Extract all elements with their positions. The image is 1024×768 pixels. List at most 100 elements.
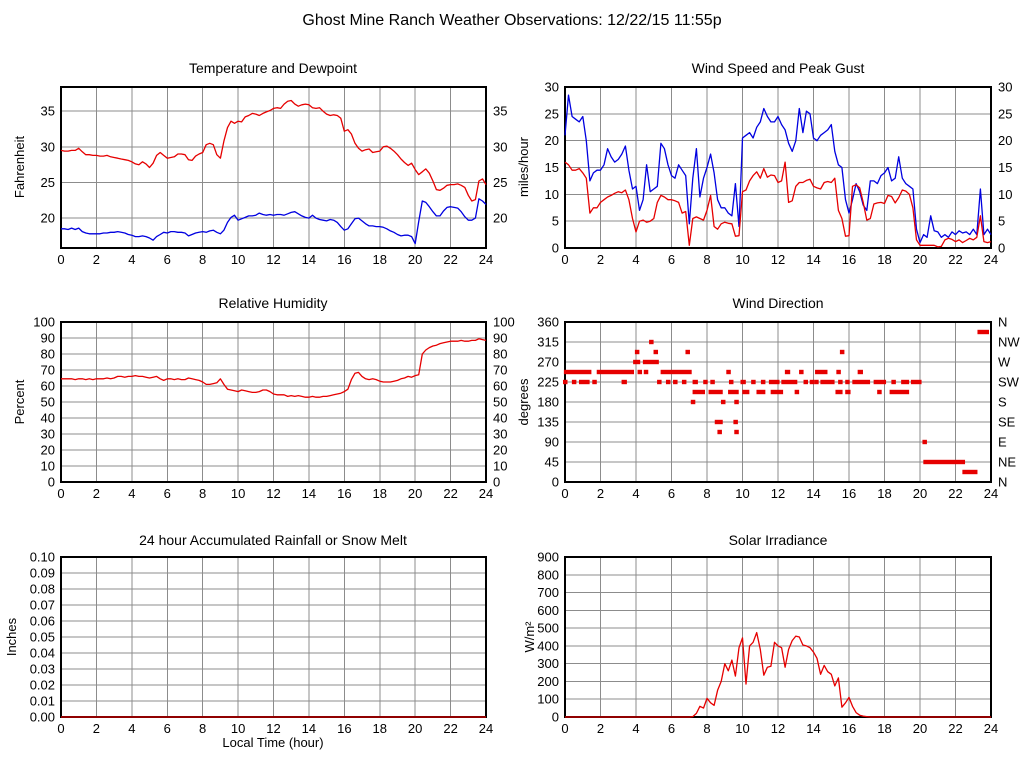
svg-text:0.02: 0.02	[30, 678, 55, 693]
svg-text:24: 24	[479, 721, 493, 736]
svg-text:0: 0	[57, 252, 64, 267]
svg-text:0: 0	[998, 241, 1005, 256]
svg-text:20: 20	[408, 252, 422, 267]
plot-border	[564, 86, 992, 249]
svg-text:700: 700	[537, 585, 559, 600]
svg-text:60: 60	[41, 379, 55, 394]
svg-text:900: 900	[537, 550, 559, 565]
series-temperature	[60, 99, 487, 202]
y-axis-label-percent: Percent	[12, 379, 27, 424]
svg-text:35: 35	[493, 104, 507, 119]
svg-text:25: 25	[41, 175, 55, 190]
plot-border	[564, 321, 992, 483]
svg-text:800: 800	[537, 567, 559, 582]
svg-text:12: 12	[771, 486, 785, 501]
svg-text:4: 4	[128, 252, 135, 267]
svg-text:0.09: 0.09	[30, 566, 55, 581]
svg-text:80: 80	[493, 347, 507, 362]
svg-text:20: 20	[408, 721, 422, 736]
svg-text:12: 12	[266, 252, 280, 267]
svg-text:0: 0	[561, 721, 568, 736]
svg-text:135: 135	[537, 415, 559, 430]
svg-text:25: 25	[545, 106, 559, 121]
axis-tick-labels: 0 2 4 6 8 10 12 14 16 18 20 22 240100200300400500600…	[537, 550, 998, 737]
svg-text:270: 270	[537, 355, 559, 370]
svg-text:W: W	[998, 355, 1011, 370]
svg-text:25: 25	[493, 175, 507, 190]
svg-text:20: 20	[913, 486, 927, 501]
svg-text:6: 6	[164, 252, 171, 267]
svg-text:0: 0	[57, 486, 64, 501]
grid-lines	[564, 556, 992, 718]
svg-text:10: 10	[231, 252, 245, 267]
chart-title-temperature-dewpoint: Temperature and Dewpoint	[189, 60, 357, 76]
y-axis-label-degrees: degrees	[516, 378, 531, 425]
svg-text:225: 225	[537, 375, 559, 390]
svg-text:24: 24	[984, 721, 998, 736]
svg-text:4: 4	[632, 721, 639, 736]
svg-text:14: 14	[302, 486, 316, 501]
svg-text:5: 5	[552, 214, 559, 229]
chart-title-relative-humidity: Relative Humidity	[219, 295, 328, 311]
svg-text:16: 16	[337, 486, 351, 501]
svg-text:20: 20	[41, 443, 55, 458]
svg-text:500: 500	[537, 621, 559, 636]
svg-text:6: 6	[668, 721, 675, 736]
svg-text:18: 18	[877, 721, 891, 736]
svg-text:0: 0	[57, 721, 64, 736]
svg-text:14: 14	[302, 252, 316, 267]
svg-text:N: N	[998, 315, 1007, 330]
svg-text:24: 24	[479, 486, 493, 501]
series-dewpoint	[61, 198, 487, 245]
svg-text:10: 10	[998, 187, 1012, 202]
plot-border	[60, 86, 487, 249]
svg-text:300: 300	[537, 656, 559, 671]
svg-text:10: 10	[735, 721, 749, 736]
x-axis-label-local-time: Local Time (hour)	[222, 735, 323, 750]
series-solar-irradiance	[565, 631, 991, 718]
plot-border	[60, 321, 487, 483]
svg-text:22: 22	[948, 252, 962, 267]
svg-text:30: 30	[493, 139, 507, 154]
svg-text:8: 8	[199, 252, 206, 267]
svg-text:24: 24	[479, 252, 493, 267]
page-title: Ghost Mine Ranch Weather Observations: 1…	[302, 12, 721, 29]
svg-text:18: 18	[373, 721, 387, 736]
svg-text:2: 2	[597, 721, 604, 736]
svg-text:16: 16	[842, 486, 856, 501]
svg-text:30: 30	[41, 427, 55, 442]
svg-text:12: 12	[266, 721, 280, 736]
svg-text:15: 15	[998, 160, 1012, 175]
svg-text:6: 6	[668, 252, 675, 267]
svg-text:10: 10	[231, 721, 245, 736]
svg-text:5: 5	[998, 214, 1005, 229]
svg-text:200: 200	[537, 674, 559, 689]
svg-text:35: 35	[41, 104, 55, 119]
svg-text:8: 8	[199, 486, 206, 501]
svg-text:22: 22	[443, 721, 457, 736]
svg-text:70: 70	[493, 363, 507, 378]
plot-border	[564, 556, 992, 718]
svg-text:0.06: 0.06	[30, 614, 55, 629]
svg-text:20: 20	[913, 721, 927, 736]
svg-text:18: 18	[373, 486, 387, 501]
svg-text:18: 18	[877, 486, 891, 501]
svg-text:8: 8	[199, 721, 206, 736]
svg-text:6: 6	[164, 486, 171, 501]
svg-text:14: 14	[806, 486, 820, 501]
svg-text:0: 0	[561, 486, 568, 501]
svg-text:14: 14	[806, 721, 820, 736]
svg-text:40: 40	[41, 411, 55, 426]
svg-text:70: 70	[41, 363, 55, 378]
svg-text:0: 0	[493, 475, 500, 490]
svg-text:10: 10	[493, 459, 507, 474]
svg-text:15: 15	[545, 160, 559, 175]
grid-lines	[60, 87, 487, 248]
grid-lines	[60, 556, 487, 718]
svg-text:30: 30	[545, 80, 559, 95]
svg-text:14: 14	[806, 252, 820, 267]
svg-text:45: 45	[545, 455, 559, 470]
